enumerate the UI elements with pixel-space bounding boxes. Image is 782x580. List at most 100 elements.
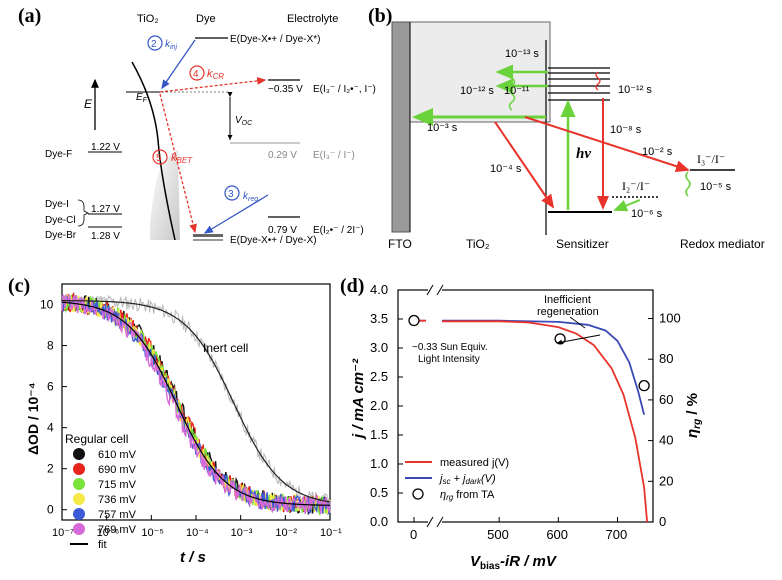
panel-d-label: (d) [340,275,364,297]
plot-d-ylabel: j / mA cm⁻² [350,358,367,440]
plot-c-ticks: 10⁻⁷ 10⁻⁶ 10⁻⁵ 10⁻⁴ 10⁻³ 10⁻² 10⁻¹ 0 2 4 6 8 10 [40,298,342,539]
plot-c-xlabel: t / s [180,549,206,566]
d-legend-ta-marker [412,488,424,500]
d-break-mark [436,516,444,528]
dye-ground-level-1 [193,234,223,237]
plot-c-curves [61,291,331,517]
d-ytick-label: 0.0 [370,514,388,529]
plot-c-annotation: Inert cell [203,341,248,355]
kreg-label: kreg [243,191,258,203]
d-legend-measured-label: measured j(V) [440,457,509,469]
dye-ground-level-2 [193,239,223,241]
d-legend-jsc-label: jsc + jdark(V) [438,473,496,486]
dye-i-label: Dye-I [45,199,69,210]
c-ytick-label: 10 [40,298,54,312]
plot-c-legend: 610 mV 690 mV 715 mV 736 mV 757 mV 769 mV fit [70,448,137,551]
plot-d-ylabel-right: ηrg / % [684,393,703,438]
c-legend-label: 715 mV [98,479,137,491]
cr-arrow-b [524,116,690,172]
plot-d-frame [397,289,654,523]
t13-label: 10⁻¹³ s [505,48,539,60]
d-break-mark [426,284,434,296]
kreg-num: 3 [228,189,234,200]
plot-d-annotation-top2: regeneration [537,306,599,318]
redox1-value: −0.35 V [268,84,303,95]
plot-d-xlabel: Vbias-iR / mV [470,553,558,572]
c-xtick-label: 10⁻² [275,527,297,539]
c-ytick-label: 2 [47,462,54,476]
conduction-band-edge [131,61,176,241]
c-ytick-label: 8 [47,339,54,353]
reg-arrow [203,194,269,234]
d-xtick-label: 0 [410,527,417,542]
col-dye: Dye [196,13,216,25]
t4-label: 10⁻⁴ s [490,163,522,175]
d-ytick-right-label: 80 [659,351,673,366]
kinj-label: kinj [165,39,177,51]
energy-axis-label: E [84,97,93,111]
kcr-label: kCR [207,68,224,81]
voc-label: VOC [235,115,253,127]
panel-c: (c) 10⁻⁷ 10⁻⁶ 10⁻⁵ 10⁻⁴ 10⁻³ 10⁻² 10⁻¹0246810 … [8,275,342,566]
fermi-label: EF [136,92,148,104]
redox3-label: E(I₂•⁻ / 2I⁻) [313,225,364,236]
d-ytick-label: 1.0 [370,456,388,471]
d-ytick-label: 3.5 [370,311,388,326]
c-ytick-label: 0 [47,503,54,517]
tio2-label: TiO₂ [466,237,490,251]
c-series-inert [61,292,331,510]
c-legend-marker [73,523,85,535]
kbet-num: 5 [156,153,162,164]
inj-arrow [161,39,196,90]
d-xtick-label: 600 [546,527,568,542]
d-legend-ta-label: ηrg from TA [440,489,495,502]
dos-shading [150,150,180,240]
t12a-label: 10⁻¹² s [460,85,494,97]
dye-f-value: 1.22 V [91,142,120,153]
c-xtick-label: 10⁻⁶ [97,527,120,539]
kcr-badge [189,65,205,81]
redox3-value: 0.79 V [268,225,297,236]
cr-arrow [159,77,267,93]
plot-d-annotation-top: Inefficient [544,294,591,306]
dye-icl-brace [77,199,89,227]
d-ytick-label: 3.0 [370,340,388,355]
t3-label: 10⁻³ s [427,122,458,134]
c-legend-marker [73,508,85,520]
c-series-inert-fit [62,300,331,503]
t2-label: 10⁻² s [642,146,673,158]
t5-label: 10⁻⁵ s [700,181,732,193]
i-wiggle [685,171,691,197]
t12b-label: 10⁻¹² s [618,84,652,96]
panel-c-label: (c) [8,275,30,297]
plot-d-arrow [556,334,601,345]
c-ytick-label: 6 [47,380,54,394]
plot-d-legend: measured j(V) jsc + jdark(V) ηrg from TA [405,457,509,502]
kbet-label: kBET [171,152,193,165]
relax-wiggle [508,77,516,111]
dye-ground-label: E(Dye-X•+ / Dye-X) [230,235,317,246]
plot-c-legend-title: Regular cell [65,432,128,446]
c-ytick-label: 4 [47,421,54,435]
d-xtick-label: 500 [487,527,509,542]
c-legend-label: 610 mV [98,449,137,461]
kcr-num: 4 [193,69,199,80]
d-series-measured [442,320,648,523]
fto-label: FTO [388,237,412,251]
t6-label: 10⁻⁶ s [631,208,663,220]
d-break-mark [426,516,434,528]
redox2-label: E(I₃⁻ / I⁻) [313,150,355,161]
c-xtick-label: 10⁻⁵ [141,527,164,539]
d-ta-point [408,314,420,327]
c-legend-label: 757 mV [98,509,137,521]
redox-mediator-label: Redox mediator [680,237,765,251]
i3-label: I₃⁻/I⁻ [697,152,725,166]
d-ytick-right-label: 100 [659,310,681,325]
plot-d-annotation-left2: Light Intensity [418,354,480,365]
d-ytick-right-label: 20 [659,473,673,488]
bet-arrow [159,93,197,234]
plot-d-annotation-left: ~0.33 Sun Equiv. [412,342,488,353]
panel-b-label: (b) [368,5,392,27]
c-xtick-label: 10⁻³ [231,527,253,539]
